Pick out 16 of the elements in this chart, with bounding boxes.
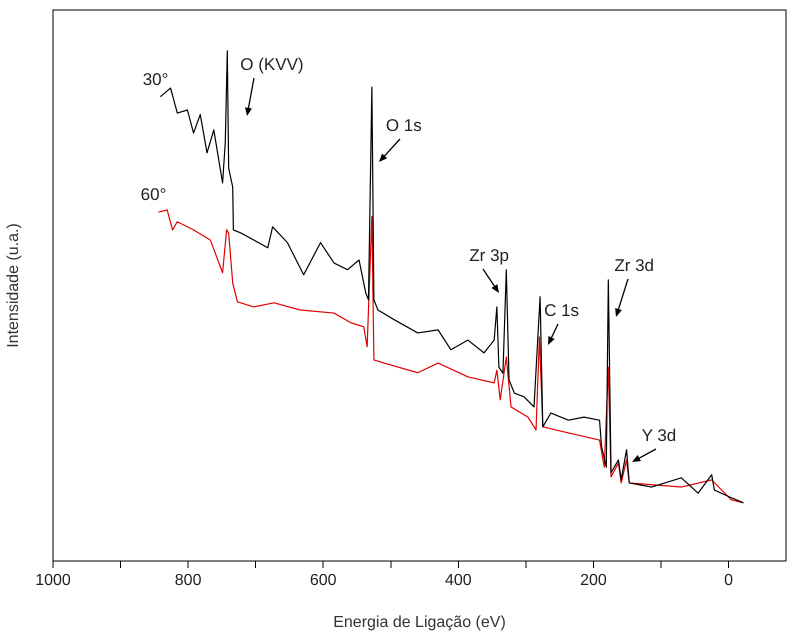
annotation: Zr 3p: [469, 246, 509, 265]
series-label: 60°: [140, 185, 166, 204]
y-axis-title: Intensidade (u.a.): [5, 223, 22, 348]
annotation: C 1s: [544, 300, 580, 320]
series-label: 30°: [142, 70, 168, 89]
x-tick-label: 200: [580, 572, 607, 590]
x-axis-title: Energia de Ligação (eV): [333, 614, 506, 631]
x-tick-label: 800: [174, 572, 202, 590]
annotation: O (KVV): [240, 54, 304, 74]
x-tick-label: 0: [724, 572, 734, 590]
annotation: O 1s: [386, 116, 422, 136]
x-tick-label: 600: [310, 572, 337, 590]
x-tick-label: 1000: [35, 572, 71, 590]
annotation: Y 3d: [642, 426, 676, 445]
x-tick-label: 400: [444, 572, 472, 590]
annotation: Zr 3d: [614, 256, 654, 275]
